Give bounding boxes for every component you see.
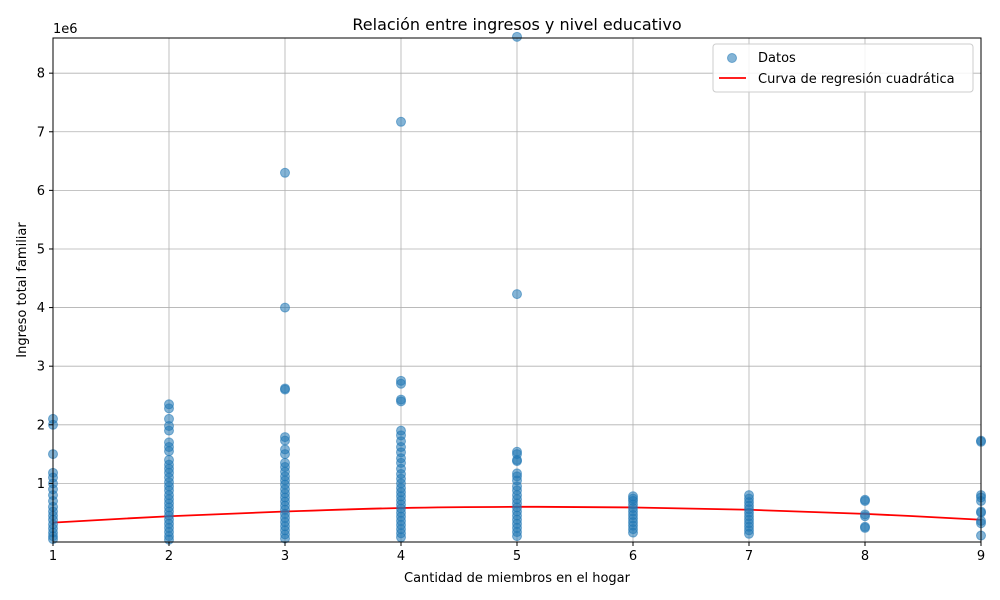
x-axis-label: Cantidad de miembros en el hogar [404, 571, 631, 586]
scatter-point [280, 435, 290, 446]
scatter-point [512, 31, 522, 42]
y-tick-label: 4 [37, 301, 45, 316]
x-tick-label: 5 [513, 549, 521, 564]
y-axis-label: Ingreso total familiar [15, 222, 30, 358]
y-tick-label: 1 [37, 477, 45, 492]
scatter-point [396, 378, 406, 389]
scatter-point [280, 302, 290, 313]
scatter-point [860, 495, 870, 506]
x-tick-label: 2 [165, 549, 173, 564]
grid [52, 38, 982, 542]
x-tick-label: 8 [861, 549, 869, 564]
legend-label-regression: Curva de regresión cuadrática [758, 72, 955, 87]
x-tick-label: 1 [49, 549, 57, 564]
scatter-point [512, 531, 522, 542]
scatter-point [860, 511, 870, 522]
x-tick-label: 9 [977, 549, 985, 564]
scatter-point [860, 522, 870, 533]
scatter-point [396, 396, 406, 407]
scatter-point [280, 167, 290, 178]
y-tick-label: 8 [37, 67, 45, 82]
legend-box [712, 43, 974, 93]
y-tick-label: 7 [37, 125, 45, 140]
y-tick-label: 5 [37, 242, 45, 257]
x-tick-label: 7 [745, 549, 753, 564]
scatter-point [164, 446, 174, 457]
legend-marker-datos [727, 53, 737, 63]
y-tick-label: 6 [37, 184, 45, 199]
scatter-point [512, 456, 522, 467]
scatter-point [396, 116, 406, 127]
legend: Datos Curva de regresión cuadrática [712, 43, 974, 93]
x-tick-label: 6 [629, 549, 637, 564]
x-tick-label: 3 [281, 549, 289, 564]
x-axis-ticks: 1 2 3 4 5 6 7 8 9 [49, 542, 985, 564]
y-axis-ticks: 1 2 3 4 5 6 7 8 [37, 67, 53, 492]
chart-title: Relación entre ingresos y nivel educativ… [352, 15, 681, 34]
scatter-point [396, 532, 406, 543]
scatter-point [744, 528, 754, 539]
scatter-point [512, 289, 522, 300]
scatter-point [280, 449, 290, 460]
y-offset-text: 1e6 [53, 22, 78, 37]
legend-label-datos: Datos [758, 51, 796, 66]
scatter-point [164, 425, 174, 436]
x-tick-label: 4 [397, 549, 405, 564]
data-points [48, 31, 986, 545]
scatter-point [280, 384, 290, 395]
scatter-point [164, 403, 174, 414]
scatter-point [628, 527, 638, 538]
y-tick-label: 2 [37, 418, 45, 433]
y-tick-label: 3 [37, 360, 45, 375]
